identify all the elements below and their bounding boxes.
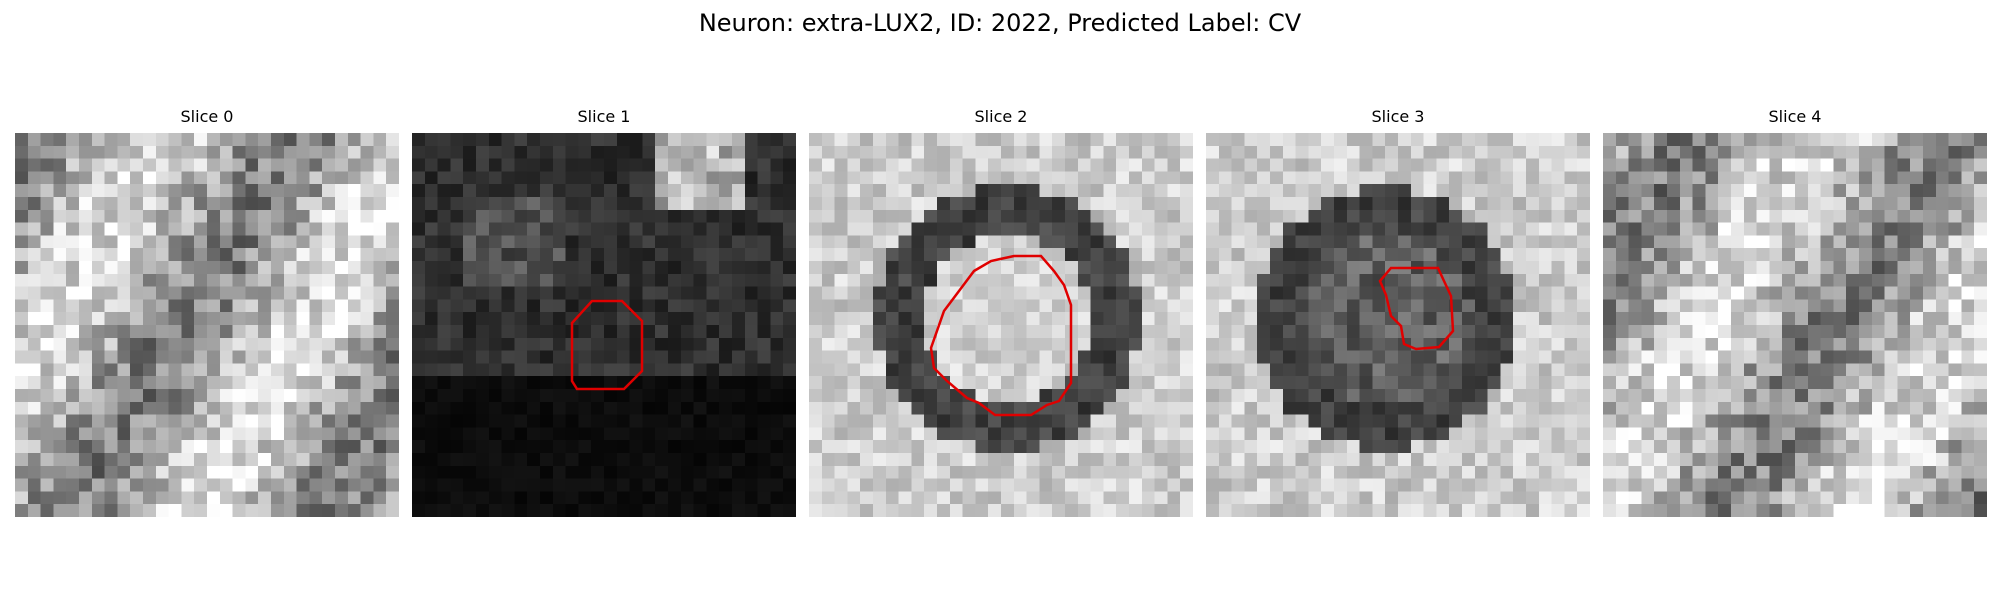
slice-image [412, 133, 796, 517]
slice-title: Slice 3 [1371, 107, 1425, 126]
roi-contour [929, 254, 1073, 417]
slice-panel-2: Slice 2 [809, 107, 1193, 517]
slice-title: Slice 1 [577, 107, 631, 126]
roi-contour [570, 299, 644, 391]
slice-image [1603, 133, 1987, 517]
slice-title: Slice 4 [1768, 107, 1822, 126]
slice-image [1206, 133, 1590, 517]
figure-title: Neuron: extra-LUX2, ID: 2022, Predicted … [698, 9, 1302, 37]
slice-panel-1: Slice 1 [412, 107, 796, 517]
slice-title: Slice 2 [974, 107, 1028, 126]
slice-panel-3: Slice 3 [1206, 107, 1590, 517]
slice-image [809, 133, 1193, 517]
slice-image [15, 133, 399, 517]
roi-contour [1378, 266, 1455, 351]
slice-panel-4: Slice 4 [1603, 107, 1987, 517]
slice-panel-0: Slice 0 [15, 107, 399, 517]
slice-title: Slice 0 [180, 107, 234, 126]
